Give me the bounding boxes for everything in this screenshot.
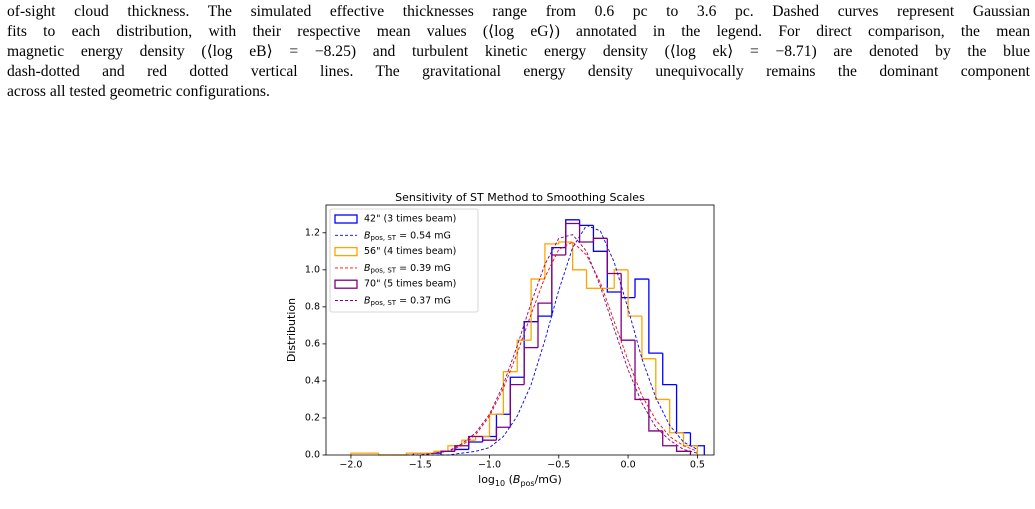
histogram-bin — [662, 353, 677, 386]
histogram-bin — [502, 371, 518, 415]
histogram-bin — [495, 413, 511, 437]
y-tick-label: 0.2 — [305, 412, 320, 423]
y-tick-label: 1.2 — [305, 227, 320, 238]
x-tick-label: 0.5 — [690, 460, 705, 471]
histogram-bin — [558, 241, 573, 244]
legend-swatch — [334, 279, 358, 289]
x-tick-label: −1.0 — [478, 460, 501, 471]
histogram-bin — [440, 450, 455, 455]
histogram-bin — [606, 238, 622, 275]
histogram-bin — [592, 237, 608, 243]
histogram-bin — [481, 435, 497, 443]
histogram-bin — [578, 223, 594, 243]
histogram-bin — [634, 340, 649, 401]
histogram-bin — [662, 430, 677, 447]
histogram-bin — [523, 346, 539, 385]
chart-title: Sensitivity of ST Method to Smoothing Sc… — [395, 191, 645, 204]
legend-swatch — [334, 214, 358, 224]
y-tick-label: 0.0 — [305, 450, 320, 461]
histogram-bin — [565, 222, 580, 255]
histogram-bin — [350, 452, 365, 455]
y-tick-label: 1.0 — [305, 264, 320, 275]
legend-label: Bpos, ST = 0.37 mG — [364, 295, 451, 307]
histogram-bin — [675, 445, 692, 455]
legend-label: Bpos, ST = 0.54 mG — [364, 230, 451, 242]
text-line: magnetic energy density (⟨log eB⟩ = −8.2… — [7, 43, 1030, 60]
y-tick-label: 0.4 — [305, 375, 320, 386]
histogram-bin — [551, 246, 566, 317]
histogram-bin — [641, 316, 656, 360]
legend-box — [329, 208, 479, 313]
histogram-bin — [468, 441, 483, 450]
histogram-bin — [454, 445, 469, 452]
histogram-bin — [613, 269, 629, 289]
x-tick-label: 0.0 — [621, 460, 636, 471]
legend-swatch — [334, 246, 358, 257]
gaussian-fit — [406, 224, 698, 456]
y-tick-label: 0.8 — [305, 301, 320, 312]
gaussian-fit — [406, 241, 698, 456]
histogram-bin — [572, 242, 587, 271]
legend-label: 56" (4 times beam) — [364, 246, 456, 257]
histogram-bin — [405, 452, 421, 455]
histogram-bin — [669, 399, 684, 434]
histogram-bin — [544, 243, 559, 280]
paragraph: of-sight cloud thickness. The simulated … — [7, 2, 1030, 102]
histogram-bin — [481, 436, 497, 441]
histogram-bin — [634, 278, 649, 298]
text-line: across all tested geometric configuratio… — [7, 83, 270, 100]
histogram-bin — [530, 278, 545, 341]
histogram-bin — [509, 376, 525, 415]
y-tick-label: 0.6 — [305, 338, 320, 349]
histogram-bin — [675, 384, 691, 434]
histogram-bin — [648, 399, 663, 432]
x-tick-label: −2.0 — [339, 460, 362, 471]
legend-label: 70" (5 times beam) — [364, 279, 456, 290]
histogram-bin — [627, 269, 642, 317]
x-tick-label: −1.5 — [409, 460, 432, 471]
x-tick-label: −0.5 — [547, 460, 570, 471]
histogram-bin — [592, 225, 608, 252]
histogram-bin — [537, 302, 552, 348]
histogram-bin — [537, 315, 552, 322]
legend-label: Bpos, ST = 0.39 mG — [364, 262, 451, 274]
histogram-bin — [495, 426, 511, 441]
histogram-bin — [578, 219, 594, 227]
text-line: fits to each distribution, with their re… — [7, 23, 1030, 40]
plot-frame — [325, 204, 715, 456]
histogram-bin — [454, 448, 469, 452]
text-line: dash-dotted and red dotted vertical line… — [7, 63, 1030, 80]
histogram-bin — [509, 383, 525, 428]
text-line: of-sight cloud thickness. The simulated … — [7, 3, 1030, 20]
histogram-bin — [488, 413, 504, 437]
histogram-bin — [551, 254, 566, 304]
histogram-bin — [516, 339, 532, 372]
histogram-bin — [585, 269, 601, 289]
histogram-bin — [468, 435, 483, 446]
histogram-bin — [648, 279, 663, 354]
y-axis-label: Distribution — [285, 298, 298, 362]
x-axis-label: log10 (Bpos/mG) — [478, 473, 562, 488]
legend-label: 42" (3 times beam) — [364, 214, 456, 225]
histogram-bin — [655, 358, 670, 401]
